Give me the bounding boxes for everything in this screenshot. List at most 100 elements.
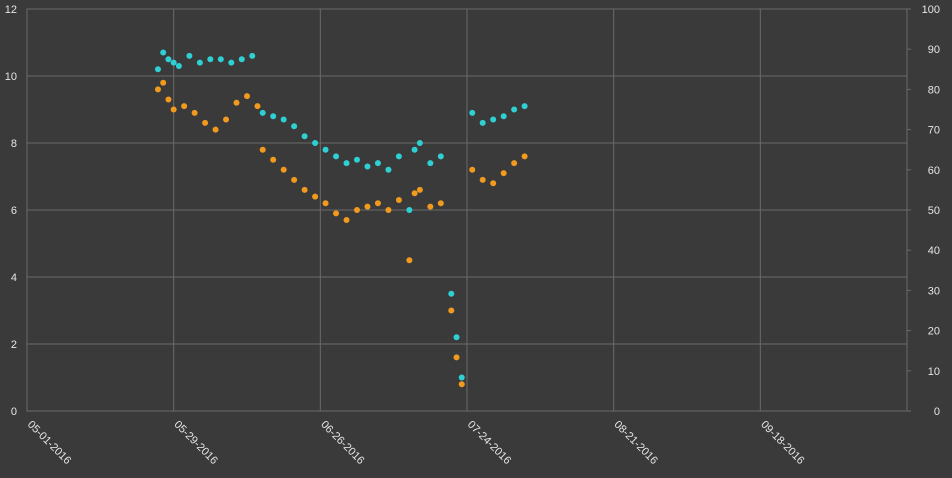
data-point (411, 190, 418, 197)
data-point (479, 119, 486, 126)
data-point (175, 62, 182, 69)
data-point (160, 49, 167, 56)
data-point (191, 109, 198, 116)
data-point (469, 166, 476, 173)
data-point (280, 166, 287, 173)
data-point (322, 200, 329, 207)
data-point (437, 200, 444, 207)
data-point (448, 290, 455, 297)
data-point (406, 207, 413, 213)
data-point (280, 116, 287, 123)
data-points (154, 49, 528, 388)
data-point (259, 146, 266, 153)
data-point (354, 207, 360, 213)
y-left-tick-label: 8 (11, 138, 17, 150)
data-point (511, 160, 518, 167)
y-right-tick-label: 100 (922, 4, 940, 16)
data-point (170, 106, 177, 113)
data-point (160, 79, 167, 86)
data-point (291, 123, 298, 130)
data-point (411, 146, 418, 153)
data-point (223, 116, 230, 123)
data-point (343, 160, 350, 167)
y-left-tick-label: 6 (11, 205, 17, 217)
data-point (312, 193, 319, 200)
data-point (395, 196, 402, 203)
data-point (374, 160, 381, 167)
data-point (521, 153, 528, 160)
y-right-tick-label: 10 (928, 366, 940, 378)
data-point (385, 207, 392, 213)
data-point (217, 56, 224, 63)
data-point (186, 52, 193, 59)
data-point (448, 307, 455, 314)
data-point (479, 176, 486, 183)
data-point (212, 126, 219, 133)
data-point (228, 59, 235, 66)
data-point (500, 170, 507, 177)
data-point (395, 153, 402, 160)
data-point (458, 374, 465, 381)
data-point (416, 140, 423, 146)
data-point (416, 186, 423, 193)
data-point (270, 156, 277, 163)
y-right-tick-label: 70 (928, 125, 940, 137)
data-point (500, 113, 507, 120)
data-point (301, 133, 308, 140)
data-point (469, 109, 476, 116)
data-point (291, 176, 298, 183)
data-point (154, 86, 161, 93)
data-point (354, 156, 360, 163)
data-point (244, 93, 250, 100)
data-point (490, 116, 497, 123)
grid-lines (26, 8, 908, 412)
data-point (196, 59, 203, 66)
y-right-tick-label: 20 (928, 326, 940, 338)
y-left-tick-label: 2 (11, 339, 17, 351)
data-point (406, 257, 413, 264)
data-point (207, 56, 214, 63)
data-point (364, 163, 371, 170)
data-point (301, 186, 308, 193)
y-right-tick-label: 40 (928, 245, 940, 257)
data-point (249, 52, 256, 59)
y-right-tick-label: 30 (928, 285, 940, 297)
data-point (490, 180, 497, 187)
data-point (322, 146, 329, 153)
data-point (165, 56, 172, 63)
data-point (238, 56, 245, 63)
data-point (511, 106, 518, 113)
data-point (270, 113, 277, 120)
data-point (154, 66, 161, 73)
y-right-tick-label: 60 (928, 165, 940, 177)
data-point (427, 203, 434, 210)
y-right-tick-label: 90 (928, 44, 940, 56)
y-right-tick-label: 50 (928, 205, 940, 217)
data-point (453, 334, 460, 341)
data-point (259, 109, 266, 116)
data-point (233, 99, 240, 106)
y-right-tick-label: 80 (928, 84, 940, 96)
data-point (453, 354, 460, 361)
y-left-tick-label: 4 (11, 272, 17, 284)
data-point (427, 160, 434, 167)
data-point (521, 103, 528, 110)
data-point (333, 153, 340, 160)
y-left-tick-label: 12 (5, 4, 17, 16)
data-point (170, 59, 177, 66)
data-point (437, 153, 444, 160)
data-point (165, 96, 172, 103)
data-point (364, 203, 371, 210)
data-point (333, 210, 340, 217)
data-point (312, 140, 319, 146)
data-point (343, 217, 350, 224)
data-point (458, 381, 465, 388)
y-left-tick-label: 0 (11, 406, 17, 418)
data-point (374, 200, 381, 207)
y-left-tick-label: 10 (5, 71, 17, 83)
data-point (202, 119, 209, 126)
y-right-tick-label: 0 (934, 406, 940, 418)
data-point (385, 166, 392, 173)
